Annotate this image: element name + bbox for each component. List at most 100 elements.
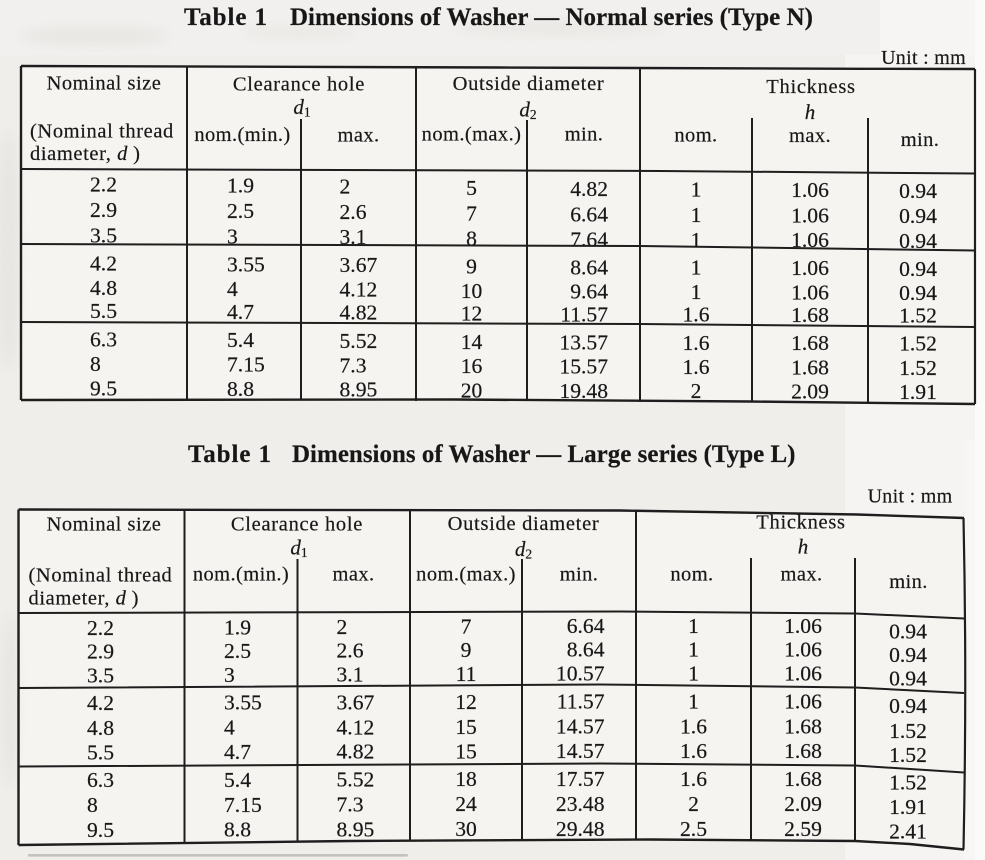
svg-text:1.68: 1.68 <box>784 739 822 763</box>
svg-text:1.06: 1.06 <box>791 256 829 280</box>
svg-text:8.95: 8.95 <box>337 817 375 841</box>
svg-text:0.94: 0.94 <box>899 204 937 228</box>
svg-text:2.9: 2.9 <box>90 198 117 222</box>
svg-text:5.52: 5.52 <box>340 329 378 353</box>
svg-text:1: 1 <box>691 178 702 202</box>
svg-text:6.3: 6.3 <box>90 328 117 352</box>
svg-text:Dimensions of Washer — Large s: Dimensions of Washer — Large series (Typ… <box>292 441 795 468</box>
svg-text:1: 1 <box>691 228 702 252</box>
svg-text:1.06: 1.06 <box>784 614 822 638</box>
svg-text:14.57: 14.57 <box>556 739 605 763</box>
svg-text:Outside diameter: Outside diameter <box>448 513 600 535</box>
svg-text:1.52: 1.52 <box>889 743 927 767</box>
svg-text:14.57: 14.57 <box>556 715 605 739</box>
svg-text:2.9: 2.9 <box>87 640 114 664</box>
svg-text:9.5: 9.5 <box>90 377 117 401</box>
svg-text:4.82: 4.82 <box>340 301 378 325</box>
svg-text:6.64: 6.64 <box>567 614 605 638</box>
svg-text:1.91: 1.91 <box>899 380 937 404</box>
svg-text:Outside diameter: Outside diameter <box>453 73 605 95</box>
svg-text:1.68: 1.68 <box>784 767 822 791</box>
svg-text:2.5: 2.5 <box>224 639 251 663</box>
svg-text:max.: max. <box>789 125 831 147</box>
svg-text:24: 24 <box>455 792 477 816</box>
svg-text:1.52: 1.52 <box>889 770 927 794</box>
svg-text:h: h <box>798 535 809 559</box>
svg-text:1.68: 1.68 <box>791 331 829 355</box>
svg-text:4.7: 4.7 <box>224 740 251 764</box>
svg-text:min.: min. <box>560 564 599 586</box>
svg-text:8.8: 8.8 <box>224 818 251 842</box>
svg-text:3: 3 <box>224 663 235 687</box>
svg-text:4.12: 4.12 <box>340 278 378 302</box>
svg-text:1.06: 1.06 <box>791 280 829 304</box>
svg-text:4.82: 4.82 <box>570 177 608 201</box>
svg-text:23.48: 23.48 <box>556 792 605 816</box>
svg-text:2: 2 <box>340 175 351 199</box>
svg-text:Thickness: Thickness <box>756 512 845 534</box>
svg-text:4.82: 4.82 <box>337 740 375 764</box>
svg-text:7.15: 7.15 <box>224 793 262 817</box>
svg-text:1.52: 1.52 <box>899 304 937 328</box>
svg-text:nom.: nom. <box>674 125 717 147</box>
svg-text:1.6: 1.6 <box>683 331 710 355</box>
svg-text:0.94: 0.94 <box>899 179 937 203</box>
svg-text:8: 8 <box>466 227 477 251</box>
svg-text:4: 4 <box>227 277 238 301</box>
svg-text:15.57: 15.57 <box>559 355 608 379</box>
svg-text:1: 1 <box>688 690 699 714</box>
svg-text:8.64: 8.64 <box>570 255 608 279</box>
svg-text:1.9: 1.9 <box>227 174 254 198</box>
svg-text:1.6: 1.6 <box>680 715 707 739</box>
svg-text:1.68: 1.68 <box>784 715 822 739</box>
svg-text:1: 1 <box>691 203 702 227</box>
svg-text:1.68: 1.68 <box>791 355 829 379</box>
svg-text:8.64: 8.64 <box>567 638 605 662</box>
svg-text:Dimensions of Washer — Normal: Dimensions of Washer — Normal series (Ty… <box>290 4 813 31</box>
svg-text:max.: max. <box>332 564 374 586</box>
svg-text:4.12: 4.12 <box>337 715 375 739</box>
svg-text:1.6: 1.6 <box>680 739 707 763</box>
svg-text:max.: max. <box>780 564 822 586</box>
svg-text:2.09: 2.09 <box>784 792 822 816</box>
svg-text:3.55: 3.55 <box>227 252 265 276</box>
svg-text:5.52: 5.52 <box>337 768 375 792</box>
svg-text:1.06: 1.06 <box>791 178 829 202</box>
svg-text:15: 15 <box>455 739 477 763</box>
svg-text:8.8: 8.8 <box>227 377 254 401</box>
svg-text:1.6: 1.6 <box>683 355 710 379</box>
svg-text:2.59: 2.59 <box>784 817 822 841</box>
svg-text:Nominal size: Nominal size <box>47 73 162 95</box>
svg-text:5.5: 5.5 <box>87 740 114 764</box>
svg-text:max.: max. <box>337 125 379 147</box>
svg-text:30: 30 <box>455 817 477 841</box>
svg-text:8.95: 8.95 <box>340 378 378 402</box>
svg-text:0.94: 0.94 <box>899 281 937 305</box>
svg-text:0.94: 0.94 <box>889 694 927 718</box>
svg-text:0.94: 0.94 <box>899 229 937 253</box>
svg-text:1.06: 1.06 <box>784 662 822 686</box>
svg-text:diameter, d ): diameter, d ) <box>30 143 140 165</box>
svg-text:0.94: 0.94 <box>899 257 937 281</box>
svg-text:3.67: 3.67 <box>340 253 378 277</box>
svg-text:5.4: 5.4 <box>227 328 254 352</box>
svg-text:3.1: 3.1 <box>337 663 364 687</box>
svg-text:diameter, d ): diameter, d ) <box>29 588 139 610</box>
svg-text:14: 14 <box>461 330 483 354</box>
svg-text:nom.(max.): nom.(max.) <box>422 124 522 146</box>
svg-text:2.09: 2.09 <box>791 379 829 403</box>
svg-text:nom.(min.): nom.(min.) <box>193 564 289 586</box>
svg-text:2.5: 2.5 <box>227 199 254 223</box>
svg-text:3.67: 3.67 <box>337 690 375 714</box>
svg-text:2.6: 2.6 <box>337 639 364 663</box>
svg-text:7.64: 7.64 <box>570 227 608 251</box>
svg-text:h: h <box>805 100 816 124</box>
svg-text:9.5: 9.5 <box>87 818 114 842</box>
svg-text:min.: min. <box>901 129 940 151</box>
svg-text:1.06: 1.06 <box>784 690 822 714</box>
svg-text:4.8: 4.8 <box>87 716 114 740</box>
svg-text:1.52: 1.52 <box>899 356 937 380</box>
svg-text:1: 1 <box>688 614 699 638</box>
svg-text:2: 2 <box>691 379 702 403</box>
svg-text:(Nominal thread: (Nominal thread <box>29 565 173 587</box>
